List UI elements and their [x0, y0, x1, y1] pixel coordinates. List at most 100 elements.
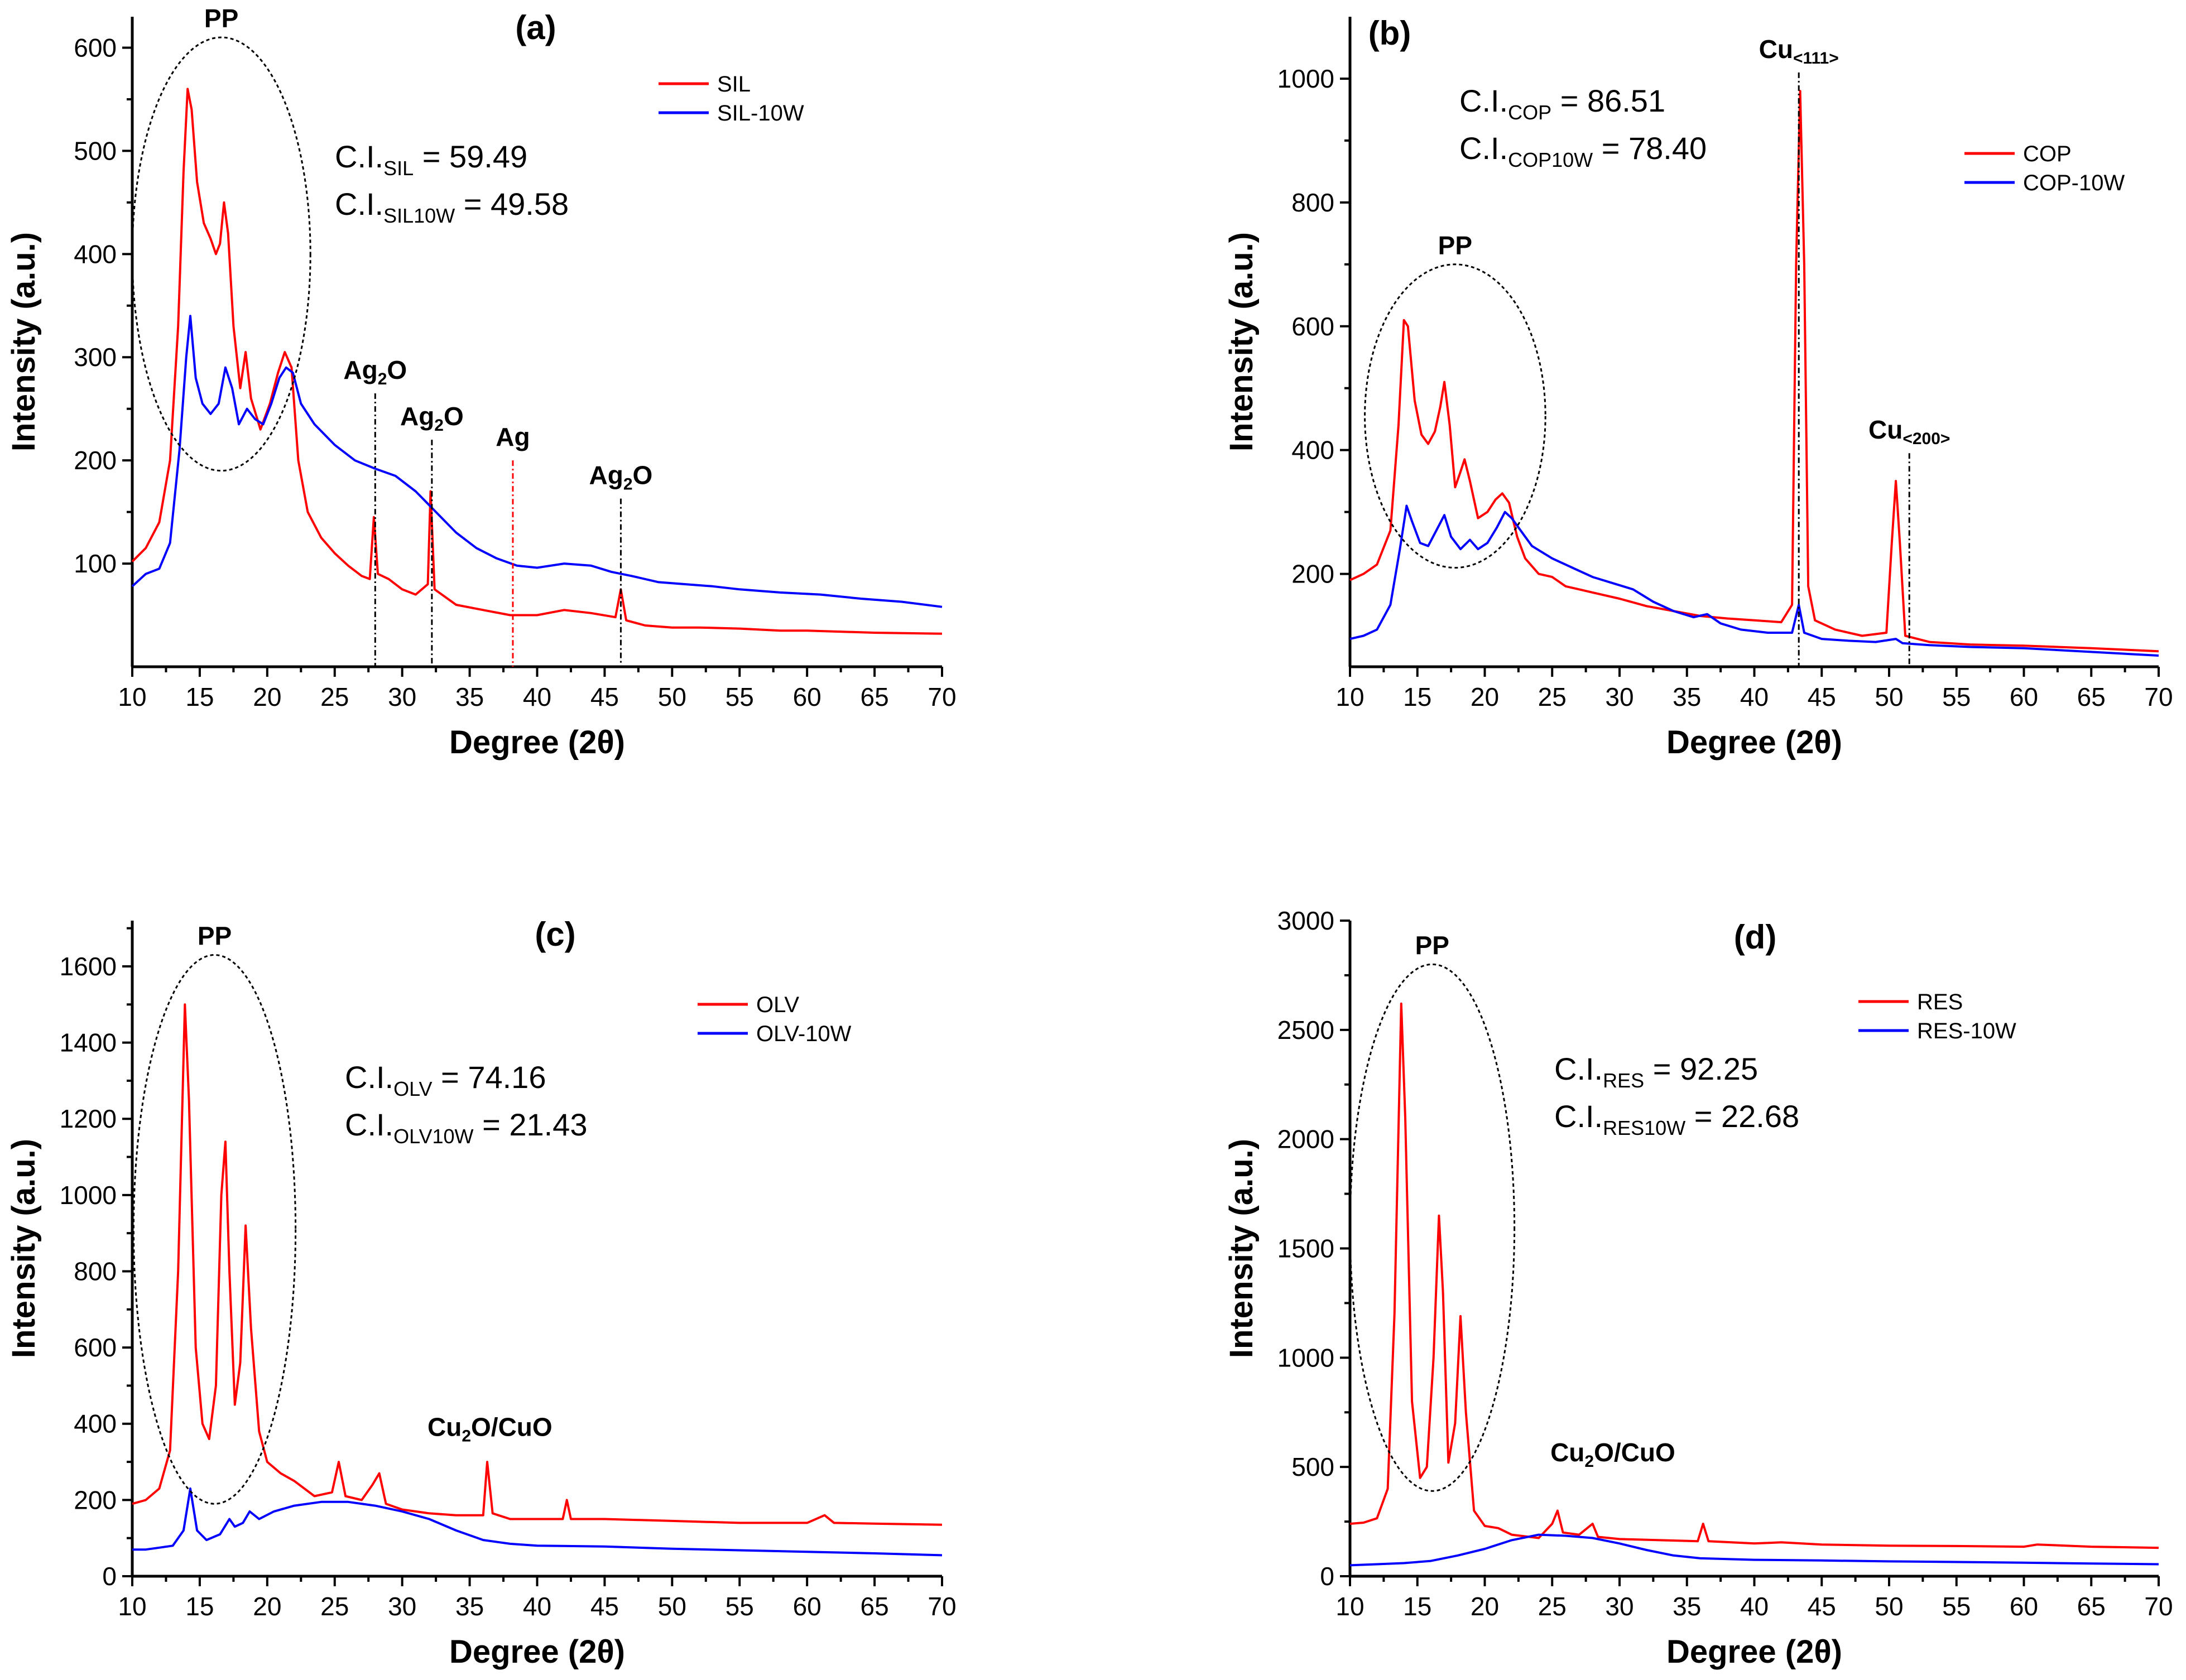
y-tick-label: 1000 — [60, 1181, 117, 1210]
x-tick-label: 40 — [523, 1592, 551, 1621]
y-tick-label: 800 — [74, 1257, 117, 1286]
pp-region-ellipse — [131, 36, 311, 472]
x-tick-label: 25 — [1538, 1592, 1567, 1621]
x-tick-label: 35 — [455, 1592, 484, 1621]
peak-annotation: Cu2O/CuO — [427, 1413, 552, 1446]
y-tick-label: 200 — [74, 1485, 117, 1514]
crystallinity-index: C.I.OLV = 74.16 — [345, 1060, 546, 1100]
crystallinity-index: C.I.RES = 92.25 — [1554, 1051, 1758, 1092]
y-tick-label: 600 — [1291, 312, 1334, 341]
series-line-cop-10w — [1349, 504, 2159, 657]
legend-entry: SIL-10W — [717, 101, 804, 126]
panel-label: (b) — [1368, 15, 1411, 52]
y-axis-title: Intensity (a.u.) — [6, 232, 42, 451]
legend-entry: SIL — [717, 72, 751, 97]
x-tick-label: 25 — [1538, 682, 1567, 711]
crystallinity-index: C.I.COP = 86.51 — [1459, 83, 1665, 124]
x-tick-label: 25 — [320, 682, 349, 711]
pp-region-ellipse — [1349, 963, 1516, 1492]
x-tick-label: 60 — [793, 682, 821, 711]
series-line-olv-10w — [132, 1487, 943, 1557]
x-tick-label: 55 — [726, 682, 754, 711]
y-tick-label: 0 — [102, 1562, 117, 1591]
legend-entry: COP — [2023, 142, 2072, 166]
series-line-sil-10w — [131, 315, 943, 608]
chart-panel-b: 10 15 20 25 30 35 40 45 50 55 60 65 70 200 400 600 800 10… — [1223, 15, 2173, 760]
crystallinity-index: C.I.SIL10W = 49.58 — [335, 186, 569, 227]
y-tick-label: 100 — [74, 549, 117, 578]
x-tick-label: 70 — [2144, 682, 2173, 711]
x-tick-label: 50 — [658, 1592, 686, 1621]
pp-region-ellipse — [132, 954, 297, 1505]
x-tick-label: 15 — [185, 682, 214, 711]
y-tick-label: 300 — [74, 343, 117, 372]
x-tick-label: 50 — [1875, 682, 1903, 711]
y-tick-label: 1000 — [1277, 1343, 1334, 1372]
x-tick-label: 70 — [2144, 1592, 2173, 1621]
series-line-sil — [131, 88, 943, 635]
series-line-olv — [132, 1003, 943, 1526]
x-tick-label: 30 — [388, 1592, 416, 1621]
series-line-cop — [1349, 90, 2159, 653]
series-line-res-10w — [1349, 1533, 2159, 1567]
peak-annotation: Cu<111> — [1759, 35, 1839, 68]
x-tick-label: 60 — [2010, 1592, 2038, 1621]
x-tick-label: 30 — [388, 682, 416, 711]
legend-entry: COP-10W — [2023, 171, 2125, 195]
y-tick-label: 1200 — [60, 1104, 117, 1133]
x-tick-label: 65 — [2077, 1592, 2106, 1621]
y-tick-label: 400 — [74, 1409, 117, 1438]
crystallinity-index: C.I.COP10W = 78.40 — [1459, 131, 1707, 171]
legend-entry: RES-10W — [1917, 1019, 2016, 1043]
x-tick-label: 35 — [1673, 1592, 1701, 1621]
y-tick-label: 1000 — [1277, 64, 1334, 93]
x-tick-label: 45 — [590, 682, 619, 711]
x-tick-label: 30 — [1605, 682, 1634, 711]
x-tick-label: 40 — [523, 682, 551, 711]
x-tick-label: 10 — [118, 1592, 146, 1621]
x-tick-label: 55 — [1942, 1592, 1971, 1621]
x-tick-label: 65 — [2077, 682, 2106, 711]
y-tick-label: 500 — [74, 136, 117, 165]
x-axis-title: Degree (2θ) — [449, 1634, 625, 1670]
crystallinity-index: C.I.SIL = 59.49 — [335, 139, 527, 180]
x-tick-label: 55 — [726, 1592, 754, 1621]
peak-annotation: Ag — [496, 422, 530, 451]
y-tick-label: 400 — [1291, 436, 1334, 465]
x-tick-label: 55 — [1942, 682, 1971, 711]
panel-label: (c) — [535, 916, 575, 953]
x-axis-title: Degree (2θ) — [449, 724, 625, 760]
pp-label: PP — [1438, 231, 1472, 260]
y-axis-title: Intensity (a.u.) — [6, 1139, 42, 1358]
y-tick-label: 3000 — [1277, 906, 1334, 935]
x-tick-label: 20 — [253, 1592, 281, 1621]
x-tick-label: 60 — [793, 1592, 821, 1621]
x-tick-label: 70 — [928, 1592, 956, 1621]
x-tick-label: 65 — [860, 682, 888, 711]
x-tick-label: 70 — [928, 682, 956, 711]
y-axis-title: Intensity (a.u.) — [1223, 232, 1260, 451]
y-tick-label: 2500 — [1277, 1015, 1334, 1044]
pp-label: PP — [1415, 931, 1449, 960]
legend-entry: OLV — [756, 993, 799, 1017]
x-tick-label: 45 — [1808, 1592, 1836, 1621]
pp-label: PP — [198, 921, 232, 950]
panel-label: (d) — [1734, 918, 1777, 956]
legend-entry: OLV-10W — [756, 1022, 852, 1046]
x-tick-label: 30 — [1605, 1592, 1634, 1621]
x-tick-label: 20 — [1471, 1592, 1499, 1621]
x-tick-label: 35 — [455, 682, 484, 711]
x-tick-label: 50 — [658, 682, 686, 711]
y-tick-label: 1500 — [1277, 1234, 1334, 1263]
y-tick-label: 1400 — [60, 1028, 117, 1057]
y-tick-label: 1600 — [60, 952, 117, 981]
x-tick-label: 65 — [860, 1592, 888, 1621]
crystallinity-index: C.I.OLV10W = 21.43 — [345, 1107, 587, 1148]
y-tick-label: 500 — [1291, 1452, 1334, 1481]
x-tick-label: 60 — [2010, 682, 2038, 711]
x-tick-label: 50 — [1875, 1592, 1903, 1621]
panel-label: (a) — [515, 9, 556, 46]
x-tick-label: 35 — [1673, 682, 1701, 711]
x-tick-label: 25 — [320, 1592, 349, 1621]
legend-entry: RES — [1917, 990, 1963, 1014]
